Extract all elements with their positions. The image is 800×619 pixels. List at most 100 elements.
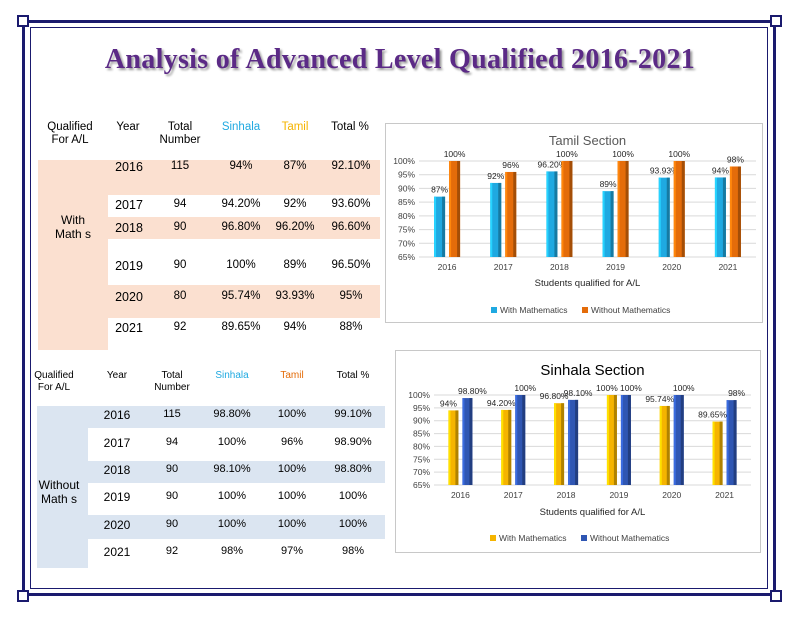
cell-tamil: 97% — [280, 545, 304, 557]
bar-2020-without-maths — [673, 161, 685, 257]
header-sinhala: Sinhala — [215, 370, 249, 381]
header-qualified: Qualified — [34, 370, 74, 381]
cell-sinhala: 89.65% — [221, 321, 261, 333]
y-tick-label: 75% — [398, 225, 415, 235]
bar-highlight — [490, 182, 493, 257]
header-total: Total — [161, 370, 183, 381]
bar-2020-with-maths — [659, 405, 670, 485]
cell-tamil: 92% — [283, 198, 307, 210]
cell-total: 90 — [165, 490, 179, 502]
bar-2017-without-maths — [515, 395, 526, 485]
cell-sinhala: 100% — [226, 259, 256, 271]
cell-year: 2017 — [103, 436, 131, 450]
cell-sinhala: 98.10% — [213, 463, 251, 475]
header-number: Number — [154, 382, 190, 393]
bar-body — [714, 177, 726, 257]
frame-corner-top-right — [770, 15, 782, 27]
cell-total: 90 — [165, 463, 179, 475]
bar-shade — [554, 171, 558, 257]
bar-highlight — [658, 177, 661, 257]
cell-tamil: 94% — [283, 321, 307, 333]
cell-sinhala: 94% — [229, 160, 253, 172]
y-tick-label: 100% — [408, 390, 430, 400]
x-tick-label: 2019 — [609, 490, 628, 500]
y-tick-label: 85% — [413, 429, 430, 439]
bar-2019-with-maths — [606, 395, 617, 485]
group-label-with: With — [61, 213, 85, 227]
cell-sinhala: 100% — [217, 490, 247, 502]
x-tick-label: 2018 — [557, 490, 576, 500]
bar-body — [617, 161, 629, 257]
data-label: 94% — [712, 165, 729, 175]
bar-body — [568, 399, 579, 485]
sinhala-chart: Sinhala Section 65% 70% 75% 80% 85% 90% 95% 100%… — [408, 362, 751, 543]
bar-highlight — [546, 171, 549, 257]
bar-body — [729, 166, 741, 257]
bar-shade — [575, 399, 579, 485]
bar-highlight — [673, 395, 676, 485]
bar-2016-without-maths — [449, 161, 461, 257]
x-tick-label: 2020 — [662, 490, 681, 500]
y-tick-label: 85% — [398, 197, 415, 207]
x-tick-label: 2020 — [662, 262, 681, 272]
cell-year: 2018 — [115, 221, 143, 235]
y-tick-label: 95% — [398, 170, 415, 180]
bar-body — [449, 161, 461, 257]
bar-highlight — [515, 395, 518, 485]
page-frame-outer — [22, 20, 776, 596]
cell-year: 2021 — [103, 545, 131, 559]
bar-shade — [627, 395, 631, 485]
data-label: 100% — [556, 149, 578, 159]
y-tick-label: 80% — [413, 441, 430, 451]
x-tick-label: 2018 — [550, 262, 569, 272]
bar-body — [434, 196, 446, 257]
chart-title: Sinhala Section — [540, 362, 644, 379]
row-band-w-2016 — [88, 406, 385, 428]
y-tick-label: 95% — [413, 403, 430, 413]
data-label: 98% — [727, 154, 744, 164]
bar-2021-without-maths — [726, 400, 737, 485]
header-total-pct: Total % — [331, 121, 369, 133]
data-label: 100% — [596, 383, 618, 393]
bar-body — [712, 421, 723, 485]
row-band-2020 — [108, 285, 380, 318]
bar-highlight — [606, 395, 609, 485]
bar-body — [462, 398, 473, 485]
cell-pct: 92.10% — [331, 160, 371, 172]
bar-shade — [666, 405, 670, 485]
header-qualified: Qualified — [47, 121, 93, 133]
bar-shade — [513, 171, 517, 257]
page-frame-inner — [30, 27, 768, 589]
bar-shade — [666, 177, 670, 257]
frame-corner-bottom-right — [770, 590, 782, 602]
legend-swatch — [491, 307, 497, 313]
legend-swatch — [490, 535, 496, 541]
cell-tamil: 87% — [283, 160, 307, 172]
group-band-with — [38, 160, 108, 350]
bar-2017-without-maths — [505, 171, 517, 257]
bar-shade — [733, 400, 737, 485]
cell-sinhala: 98% — [220, 545, 244, 557]
bar-2016-without-maths — [462, 398, 473, 485]
row-band-w-2020 — [88, 515, 385, 539]
x-tick-label: 2021 — [718, 262, 737, 272]
cell-tamil: 89% — [283, 259, 307, 271]
cell-tamil: 96% — [280, 436, 304, 448]
bar-2021-without-maths — [729, 166, 741, 257]
cell-tamil: 100% — [277, 490, 307, 502]
data-label: 94.20% — [487, 398, 516, 408]
group-label-maths: Math s — [40, 492, 77, 506]
cell-total: 115 — [170, 160, 190, 172]
cell-total: 90 — [165, 518, 179, 530]
cell-total: 94 — [165, 436, 179, 448]
cell-pct: 98.90% — [334, 436, 372, 448]
data-label: 98.80% — [458, 386, 487, 396]
cell-year: 2020 — [115, 290, 143, 304]
bar-shade — [455, 410, 459, 485]
chart-title: Tamil Section — [549, 133, 626, 148]
bar-highlight — [620, 395, 623, 485]
bar-highlight — [462, 398, 465, 485]
cell-pct: 98% — [341, 545, 365, 557]
header-year: Year — [106, 370, 128, 381]
header-tamil: Tamil — [280, 370, 304, 381]
